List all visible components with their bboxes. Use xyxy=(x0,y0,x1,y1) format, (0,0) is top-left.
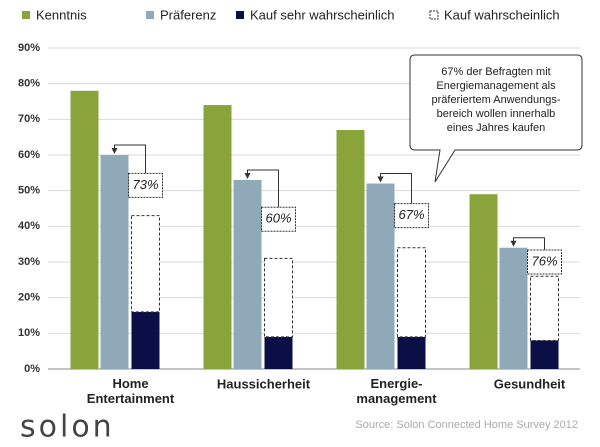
annotation-box xyxy=(527,249,562,275)
callout-box xyxy=(409,54,583,183)
y-tick-label: 90% xyxy=(18,42,40,54)
bar xyxy=(366,183,395,369)
legend-label: Kenntnis xyxy=(36,7,87,22)
arrow-head xyxy=(510,240,517,247)
annotation: 60% xyxy=(265,211,291,226)
bar xyxy=(203,105,232,370)
x-tick-label: Haussicherheit xyxy=(217,376,311,391)
bar xyxy=(100,155,129,369)
annotation: 67% xyxy=(398,207,424,222)
y-tick-label: 30% xyxy=(18,256,40,268)
bar xyxy=(499,247,528,369)
bar xyxy=(131,311,160,369)
bar xyxy=(264,336,293,369)
annotation: 76% xyxy=(531,253,557,268)
y-tick-label: 10% xyxy=(18,327,40,339)
bar xyxy=(70,90,99,370)
annotation-box xyxy=(261,206,296,232)
legend-label: Kauf sehr wahrscheinlich xyxy=(250,7,395,22)
logo: solon xyxy=(20,410,115,445)
bar xyxy=(469,194,498,369)
bar xyxy=(336,130,365,369)
bar xyxy=(530,275,559,341)
y-tick-label: 40% xyxy=(18,220,40,232)
annotation-box xyxy=(394,203,429,229)
legend-label: Kauf wahrscheinlich xyxy=(444,7,560,22)
legend-label: Präferenz xyxy=(160,7,216,22)
arrow-head xyxy=(111,148,118,154)
callout-text: 67% der Befragten mit Energiemanagement a… xyxy=(431,66,560,134)
y-tick-label: 70% xyxy=(18,113,40,125)
x-tick-label: Gesundheit xyxy=(494,376,566,391)
x-tick-label: Home Entertainment xyxy=(87,376,175,406)
legend-marker xyxy=(22,11,30,19)
legend-marker xyxy=(429,10,439,20)
arrow-head xyxy=(244,172,251,179)
bar xyxy=(264,257,293,338)
x-tick-label: Energie-management xyxy=(356,376,437,406)
legend-marker xyxy=(236,11,244,19)
y-tick-label: 50% xyxy=(18,185,40,197)
bar xyxy=(397,336,426,369)
legend-marker xyxy=(146,11,154,19)
bar xyxy=(131,215,160,313)
annotation-box xyxy=(128,172,163,198)
y-tick-label: 60% xyxy=(18,149,40,161)
y-tick-label: 0% xyxy=(24,363,40,375)
arrow-head xyxy=(377,176,384,183)
y-tick-label: 20% xyxy=(18,292,40,304)
bar xyxy=(530,340,559,369)
bar xyxy=(397,247,426,338)
bar xyxy=(233,179,262,369)
annotation: 73% xyxy=(132,177,158,192)
source: Source: Solon Connected Home Survey 2012 xyxy=(355,419,578,431)
y-tick-label: 80% xyxy=(18,78,40,90)
